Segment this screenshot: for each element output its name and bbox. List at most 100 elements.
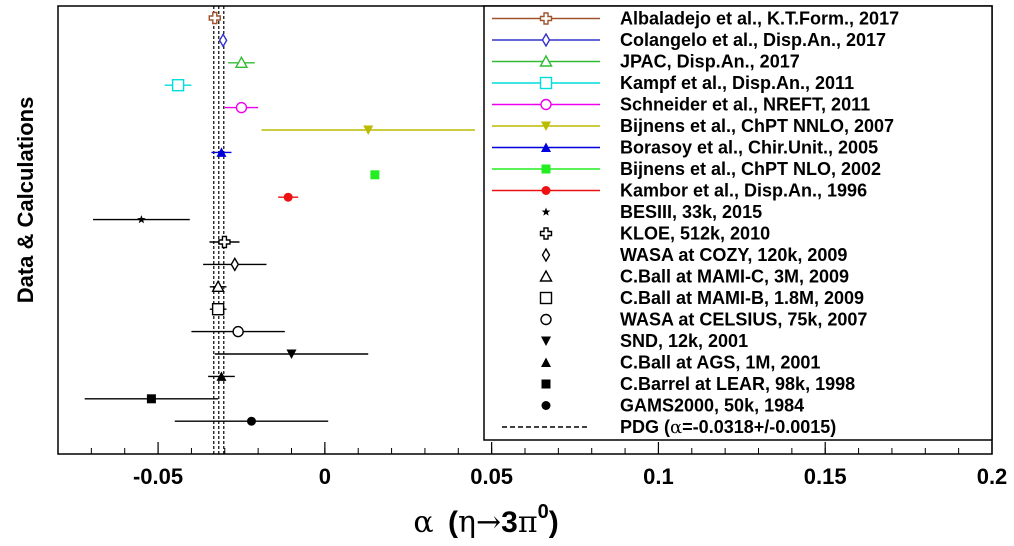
x-axis: -0.05 0 0.05 0.1 0.15 0.2	[57, 442, 1008, 489]
legend-label: Bijnens et al., ChPT NNLO, 2007	[620, 116, 894, 136]
data-point	[208, 371, 235, 381]
legend-entry: JPAC, Disp.An., 2017	[492, 52, 800, 72]
legend-marker	[539, 291, 553, 305]
legend-marker	[539, 269, 553, 282]
point-marker	[218, 235, 231, 249]
legend-entry: C.Ball at AGS, 1M, 2001	[541, 353, 820, 373]
x-tick-label: -0.05	[133, 464, 183, 489]
legend-label: Albaladejo et al., K.T.Form., 2017	[620, 9, 899, 29]
legend-marker	[539, 54, 553, 67]
legend-entry: WASA at CELSIUS, 75k, 2007	[540, 310, 867, 330]
legend-marker	[539, 227, 553, 240]
legend-marker	[541, 401, 551, 410]
legend-marker	[539, 12, 553, 25]
point-marker	[230, 257, 240, 272]
data-point	[208, 11, 221, 25]
data-point	[228, 55, 255, 68]
data-point	[211, 147, 232, 157]
legend-entry: Bijnens et al., ChPT NLO, 2002	[492, 159, 881, 179]
legend-marker	[541, 357, 551, 367]
legend: Albaladejo et al., K.T.Form., 2017Colang…	[492, 9, 899, 438]
legend-label: C.Barrel at LEAR, 98k, 1998	[620, 374, 855, 394]
point-marker	[283, 192, 293, 202]
point-marker	[234, 55, 249, 68]
legend-label: BESIII, 33k, 2015	[620, 202, 762, 222]
legend-entry: C.Ball at MAMI-C, 3M, 2009	[539, 267, 849, 287]
data-point	[191, 325, 285, 338]
legend-label: C.Ball at MAMI-B, 1.8M, 2009	[620, 288, 864, 308]
legend-label: Schneider et al., NREFT, 2011	[620, 95, 870, 115]
x-axis-label: α (η→3π0)	[413, 501, 558, 540]
legend-label: PDG (α=-0.0318+/-0.0015)	[620, 417, 836, 438]
legend-entry: C.Ball at MAMI-B, 1.8M, 2009	[539, 288, 864, 308]
point-marker	[137, 215, 146, 224]
x-tick-label: 0.05	[470, 464, 513, 489]
legend-entry: Borasoy et al., Chir.Unit., 2005	[492, 138, 878, 158]
legend-label: GAMS2000, 50k, 1984	[620, 396, 804, 416]
legend-label: KLOE, 512k, 2010	[620, 224, 770, 244]
legend-marker	[541, 379, 551, 389]
y-axis-label: Data & Calculations	[13, 97, 38, 304]
legend-entry: Kampf et al., Disp.An., 2011	[492, 73, 854, 93]
data-point	[164, 78, 192, 92]
legend-label: JPAC, Disp.An., 2017	[620, 52, 800, 72]
data-point	[214, 349, 369, 359]
legend-label: SND, 12k, 2001	[620, 331, 748, 351]
x-tick-label: 0.15	[804, 464, 847, 489]
legend-entry: C.Barrel at LEAR, 98k, 1998	[541, 374, 855, 394]
data-point	[203, 257, 267, 272]
point-marker	[370, 170, 380, 180]
legend-marker	[541, 207, 551, 216]
legend-marker	[541, 336, 551, 346]
data-points	[84, 11, 475, 426]
legend-label: C.Ball at AGS, 1M, 2001	[620, 353, 820, 373]
legend-label: WASA at CELSIUS, 75k, 2007	[620, 310, 867, 330]
legend-marker	[541, 32, 551, 48]
legend-marker	[541, 247, 551, 263]
data-point	[224, 101, 259, 114]
point-marker	[208, 11, 221, 25]
data-point	[218, 33, 228, 48]
legend-entry: Bijnens et al., ChPT NNLO, 2007	[492, 116, 894, 136]
point-marker	[218, 33, 228, 48]
legend-label: Bijnens et al., ChPT NLO, 2002	[620, 159, 881, 179]
data-point	[209, 303, 227, 316]
legend-entry-pdg: PDG (α=-0.0318+/-0.0015)	[502, 417, 836, 438]
data-point	[84, 394, 219, 404]
data-point	[174, 416, 329, 426]
data-point	[93, 215, 190, 224]
data-point	[261, 125, 475, 135]
data-point	[278, 192, 299, 202]
data-point	[370, 170, 380, 180]
legend-label: WASA at COZY, 120k, 2009	[620, 245, 847, 265]
point-marker	[171, 78, 185, 92]
point-marker	[216, 371, 227, 381]
legend-entry: Kambor et al., Disp.An., 1996	[492, 181, 867, 201]
legend-marker	[540, 98, 552, 111]
legend-box	[483, 5, 993, 441]
legend-marker	[540, 313, 552, 326]
legend-marker	[539, 76, 553, 90]
legend-entry: Albaladejo et al., K.T.Form., 2017	[492, 9, 899, 29]
legend-entry: GAMS2000, 50k, 1984	[541, 396, 804, 416]
legend-label: Kampf et al., Disp.An., 2011	[620, 73, 854, 93]
point-marker	[146, 394, 156, 404]
legend-entry: KLOE, 512k, 2010	[539, 224, 770, 244]
legend-entry: Colangelo et al., Disp.An., 2017	[492, 30, 886, 50]
legend-entry: SND, 12k, 2001	[541, 331, 748, 351]
point-marker	[232, 325, 244, 338]
point-marker	[216, 147, 227, 157]
legend-label: Kambor et al., Disp.An., 1996	[620, 181, 867, 201]
point-marker	[211, 303, 225, 316]
point-marker	[286, 349, 297, 359]
legend-label: C.Ball at MAMI-C, 3M, 2009	[620, 267, 849, 287]
legend-label: Borasoy et al., Chir.Unit., 2005	[620, 138, 878, 158]
x-tick-label: 0.2	[977, 464, 1008, 489]
x-tick-label: 0.1	[643, 464, 674, 489]
legend-marker	[541, 142, 551, 152]
legend-marker	[541, 121, 551, 131]
pdg-band	[213, 6, 225, 454]
legend-marker	[541, 186, 551, 195]
point-marker	[363, 125, 374, 135]
